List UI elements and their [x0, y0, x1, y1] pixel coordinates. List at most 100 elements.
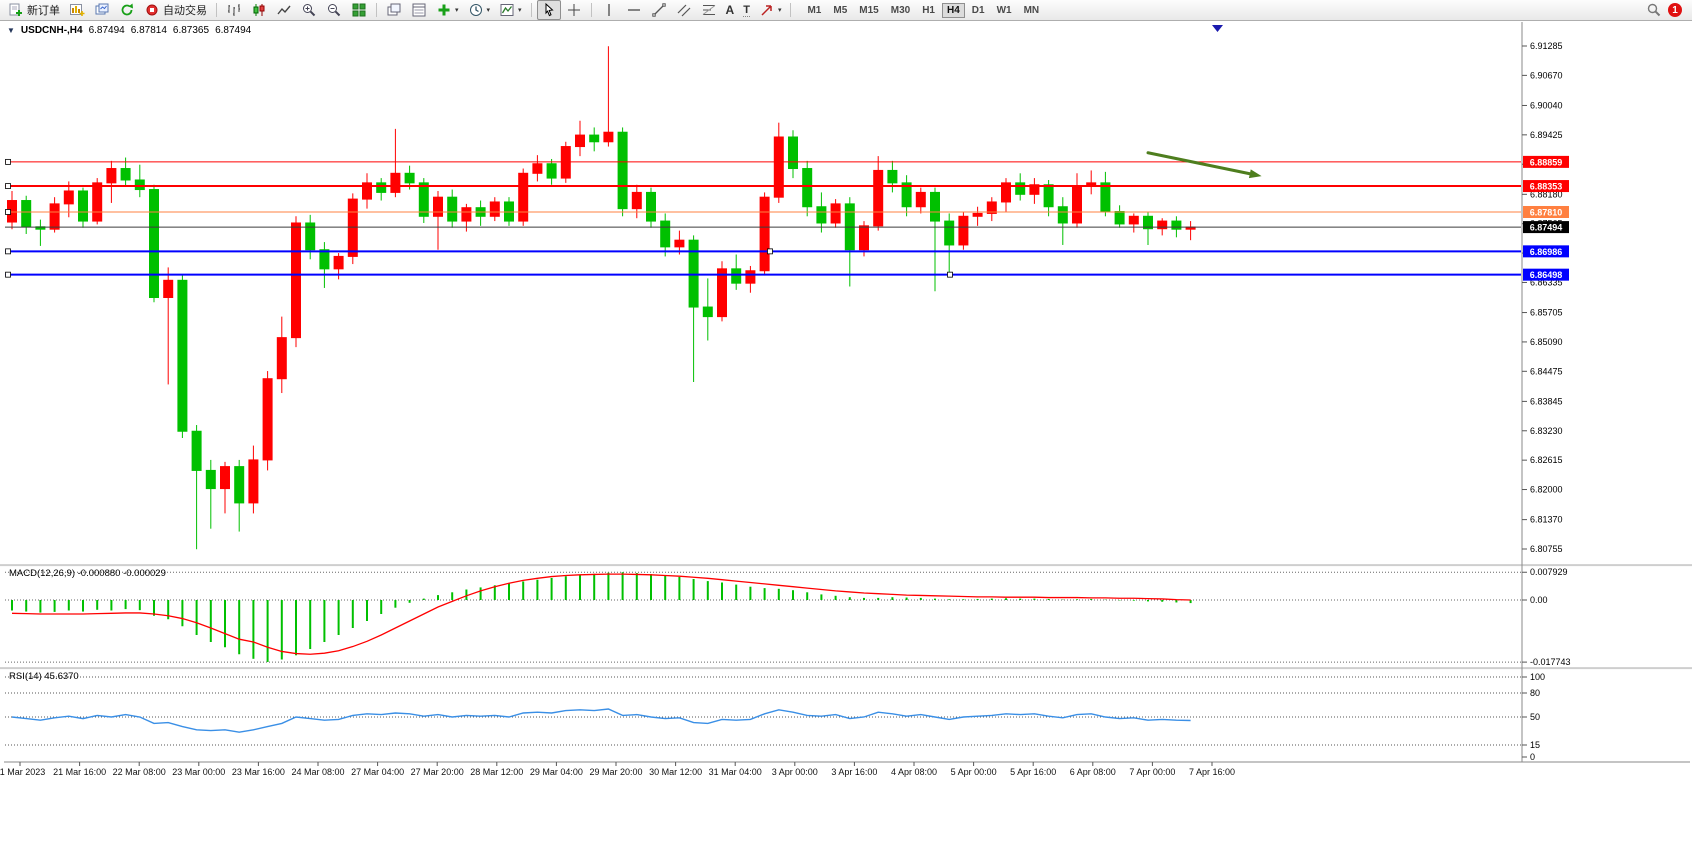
- zoom-in-button[interactable]: [297, 0, 321, 20]
- arrow-annotation-head[interactable]: [1248, 169, 1262, 179]
- data-window-button[interactable]: [407, 0, 431, 20]
- search-icon[interactable]: [1646, 2, 1662, 18]
- price-tick-label: 6.82615: [1530, 455, 1563, 465]
- candle-body: [106, 168, 117, 184]
- cursor-tool-button[interactable]: [536, 0, 561, 20]
- vertical-line-tool-button[interactable]: [597, 0, 621, 20]
- price-badge: [1523, 180, 1569, 193]
- new-chart-button[interactable]: [65, 0, 89, 20]
- candle-body: [163, 279, 174, 298]
- dropdown-caret-icon[interactable]: ▾: [455, 6, 459, 14]
- line-chart-type-button[interactable]: [272, 0, 296, 20]
- candle-body: [78, 190, 88, 222]
- candle-body: [347, 198, 358, 257]
- timeframe-m30[interactable]: M30: [890, 4, 911, 16]
- candle-body: [489, 201, 500, 217]
- fibonacci-tool-button[interactable]: [697, 0, 721, 20]
- candle-body: [631, 191, 642, 210]
- candle-body: [418, 182, 429, 217]
- line-handle[interactable]: [5, 248, 11, 255]
- new-order-button[interactable]: 新订单: [4, 0, 64, 20]
- toolbar-separator: [590, 3, 592, 17]
- bar-chart-type-button[interactable]: [222, 0, 246, 20]
- candle-body: [1143, 215, 1153, 230]
- open-value: 6.87494: [88, 25, 125, 36]
- toolbar-separator: [376, 3, 377, 17]
- scroll-position-marker[interactable]: [1212, 25, 1223, 32]
- new-chart-icon: [70, 4, 85, 16]
- trendline-tool-button[interactable]: [647, 0, 671, 20]
- candle-body: [376, 182, 387, 193]
- new-order-label: 新订单: [27, 5, 60, 17]
- time-tick-label: 23 Mar 16:00: [232, 767, 285, 777]
- auto-trading-icon: [146, 4, 158, 16]
- line-handle[interactable]: [5, 271, 11, 278]
- time-tick-label: 27 Mar 20:00: [411, 767, 464, 777]
- timeframe-mn[interactable]: MN: [1023, 4, 1040, 16]
- symbol-period-label: USDCNH-,H4: [20, 25, 83, 36]
- line-handle[interactable]: [5, 158, 11, 165]
- candle-body: [120, 168, 131, 181]
- toolbar-right-group: 1: [1646, 2, 1688, 18]
- dropdown-caret-icon[interactable]: ▾: [777, 6, 782, 14]
- rsi-line: [11, 708, 1191, 733]
- one-click-trading-arrow[interactable]: ▼: [7, 26, 15, 35]
- line-handle[interactable]: [5, 209, 11, 215]
- close-value: 6.87494: [215, 25, 252, 36]
- arrow-annotation[interactable]: [1146, 151, 1252, 176]
- zoom-out-button[interactable]: [322, 0, 346, 20]
- candle-body: [276, 337, 287, 380]
- line-handle[interactable]: [767, 248, 773, 255]
- dropdown-caret-icon[interactable]: ▾: [486, 6, 491, 14]
- timeframe-d1[interactable]: D1: [971, 4, 985, 16]
- text-tool-button[interactable]: A: [722, 0, 739, 20]
- candle-body: [333, 255, 344, 270]
- candle-body: [404, 172, 415, 184]
- line-handle[interactable]: [5, 183, 11, 189]
- timeframe-m15[interactable]: M15: [859, 4, 879, 16]
- timeframe-m1[interactable]: M1: [807, 4, 822, 16]
- macd-tick-label: 0.007929: [1530, 567, 1568, 577]
- rsi-indicator-label: RSI(14) 45.6370: [9, 671, 79, 682]
- candlestick-icon: [253, 4, 265, 16]
- candlestick-type-button[interactable]: [247, 0, 271, 20]
- zoom-in-icon: [303, 4, 316, 17]
- add-indicator-button[interactable]: ▾: [432, 0, 463, 20]
- notification-badge[interactable]: 1: [1668, 3, 1682, 17]
- periods-button[interactable]: ▾: [464, 0, 495, 20]
- refresh-button[interactable]: [115, 0, 139, 20]
- templates-button[interactable]: ▾: [495, 0, 526, 20]
- candle-body: [234, 466, 245, 504]
- dropdown-caret-icon[interactable]: ▾: [518, 6, 522, 14]
- timeframe-h4[interactable]: H4: [941, 2, 965, 18]
- candle-body: [461, 207, 472, 222]
- price-tick-label: 6.83230: [1530, 426, 1563, 436]
- time-tick-label: 22 Mar 08:00: [113, 767, 166, 777]
- price-badge-label: 6.88859: [1530, 157, 1563, 167]
- candle-body: [873, 169, 884, 227]
- profiles-button[interactable]: [90, 0, 114, 20]
- candle-body: [220, 466, 230, 490]
- tile-windows-button[interactable]: [347, 0, 371, 20]
- candle-body: [1100, 182, 1111, 213]
- auto-trading-button[interactable]: 自动交易: [140, 0, 211, 20]
- rsi-tick-label: 15: [1530, 740, 1540, 750]
- timeframe-w1[interactable]: W1: [996, 4, 1012, 16]
- cascade-windows-button[interactable]: [382, 0, 406, 20]
- candle-body: [859, 225, 869, 251]
- arrows-tool-button[interactable]: ▾: [755, 0, 786, 20]
- fibonacci-icon: [702, 5, 715, 15]
- crosshair-tool-button[interactable]: [562, 0, 586, 20]
- candle-body: [986, 201, 997, 214]
- candle-body: [646, 191, 656, 222]
- text-label-tool-button[interactable]: T: [739, 0, 754, 20]
- horizontal-line-tool-button[interactable]: [622, 0, 646, 20]
- line-handle[interactable]: [947, 271, 953, 278]
- timeframe-m5[interactable]: M5: [833, 4, 848, 16]
- timeframe-h1[interactable]: H1: [922, 4, 935, 16]
- candle-body: [518, 172, 529, 222]
- channel-tool-button[interactable]: [672, 0, 696, 20]
- macd-value-1: -0.000880: [77, 568, 121, 579]
- price-badge: [1523, 155, 1569, 168]
